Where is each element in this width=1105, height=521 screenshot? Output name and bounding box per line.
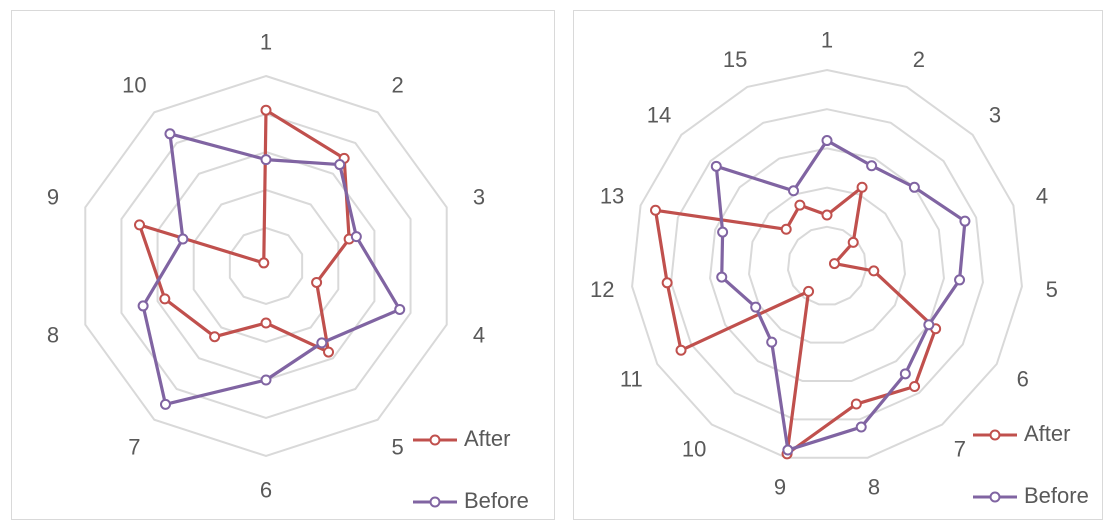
grid-ring [120,112,412,420]
point-before-14 [710,160,722,172]
point-after-14 [780,223,792,235]
axis-label-2: 2 [913,47,925,72]
grid-ring [192,188,340,344]
grid-ring [670,108,984,421]
point-after-1 [821,209,833,221]
legend-label-before: Before [1024,483,1089,508]
point-after-9 [134,219,146,231]
point-after-8 [159,293,171,305]
axis-label-14: 14 [647,102,671,127]
point-after-12 [661,277,673,289]
point-before-9 [782,444,794,456]
grid-ring [709,147,945,383]
point-before-1 [821,135,833,147]
grid-ring [748,186,906,344]
axis-label-1: 1 [260,30,272,55]
axis-label-4: 4 [473,323,485,348]
point-before-5 [954,274,966,286]
point-before-15 [788,185,800,197]
point-after-7 [209,331,221,343]
point-before-12 [716,271,728,283]
radar-chart-left: 1 2 3 4 5 6 7 8 9 10 After Before [11,10,555,520]
series-before [710,135,971,456]
point-before-9 [177,233,189,245]
point-after-10 [803,285,815,297]
point-after-13 [650,204,662,216]
point-before-7 [159,398,171,410]
legend-swatch-after [413,434,457,446]
radar-grid [631,68,1023,459]
radar-plot-left: 1 2 3 4 5 6 7 8 9 10 [47,30,485,503]
axis-label-8: 8 [868,475,880,500]
point-after-7 [909,381,921,393]
series-after [134,104,355,358]
point-after-10 [258,257,270,269]
grid-ring [84,74,448,458]
point-after-6 [260,317,272,329]
point-before-4 [394,303,406,315]
axis-label-12: 12 [590,277,614,302]
axis-label-3: 3 [989,102,1001,127]
axis-label-11: 11 [620,367,643,392]
point-before-6 [923,319,935,331]
axis-label-9: 9 [47,184,59,209]
point-after-1 [260,104,272,116]
point-before-7 [899,368,911,380]
point-before-3 [908,181,920,193]
point-after-3 [847,236,859,248]
axis-label-7: 7 [128,435,140,460]
axis-label-15: 15 [723,47,747,72]
legend-label-after: After [464,426,511,451]
axis-label-10: 10 [682,436,706,461]
grid-ring [631,68,1023,459]
axis-label-1: 1 [821,28,833,53]
series-before [137,128,406,410]
axis-label-8: 8 [47,323,59,348]
point-before-2 [334,159,346,171]
axis-label-13: 13 [600,184,624,209]
point-before-11 [750,301,762,313]
point-before-5 [316,337,328,349]
axis-label-5: 5 [1046,277,1058,302]
point-before-13 [717,226,729,238]
grid-ring [228,226,304,306]
axis-label-4: 4 [1036,184,1048,209]
point-before-8 [137,300,149,312]
point-before-3 [350,231,362,243]
legend-swatch-before [413,496,457,508]
legend-label-after: After [1024,421,1071,446]
point-before-10 [164,128,176,140]
point-before-10 [766,336,778,348]
legend-label-before: Before [464,488,529,513]
axis-label-3: 3 [473,184,485,209]
axis-label-6: 6 [1017,367,1029,392]
legend-swatch-after [973,429,1017,441]
axis-label-5: 5 [392,435,404,460]
axis-label-10: 10 [122,72,146,97]
point-before-6 [260,374,272,386]
point-after-4 [828,258,840,270]
legend-swatch-before [973,491,1017,503]
grid-ring [786,225,868,306]
axis-label-9: 9 [774,475,786,500]
axis-label-2: 2 [392,72,404,97]
point-after-2 [856,181,868,193]
point-after-15 [794,199,806,211]
point-before-2 [866,160,878,172]
point-after-4 [311,276,323,288]
series-after [650,181,942,460]
axis-label-6: 6 [260,478,272,503]
point-before-1 [260,154,272,166]
radar-chart-right: 1 2 3 4 5 6 7 8 9 10 11 12 13 14 15 After Before [573,10,1103,520]
series-line-before [714,138,967,452]
point-after-5 [323,346,335,358]
axis-label-7: 7 [954,436,966,461]
point-after-8 [850,398,862,410]
point-after-11 [675,344,687,356]
series-line-before [141,132,402,406]
point-before-8 [855,421,867,433]
point-after-5 [868,265,880,277]
point-before-4 [959,215,971,227]
